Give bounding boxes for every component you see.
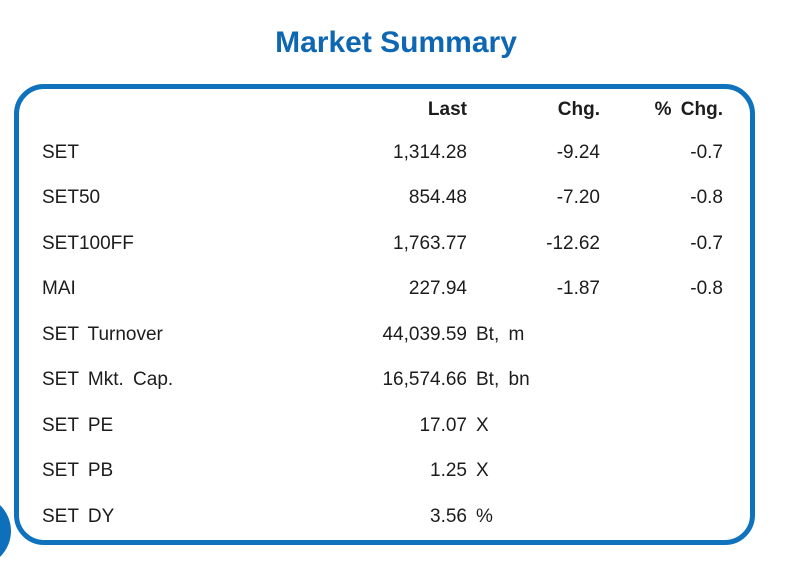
row-last-number: 1,314.28	[393, 141, 467, 163]
row-unit: %	[476, 505, 493, 527]
row-label: SET PB	[42, 460, 114, 482]
row-last-number: 1.25	[430, 460, 467, 482]
row-last-number: 227.94	[408, 278, 467, 300]
column-header-pct-chg: % Chg.	[654, 98, 723, 120]
row-unit: X	[476, 414, 489, 436]
row-label: MAI	[42, 278, 76, 300]
row-last-value: 227.94	[282, 278, 467, 300]
page-title: Market Summary	[275, 26, 517, 59]
market-summary-table: Last Chg. % Chg. SET 1,314.28 -9.24 -0.7…	[19, 89, 750, 540]
row-label: SET Mkt. Cap.	[42, 369, 174, 391]
row-label: SET50	[42, 187, 101, 209]
row-unit: Bt, bn	[476, 369, 530, 391]
row-label: SET	[42, 141, 79, 163]
table-header-row: Last Chg. % Chg.	[19, 89, 750, 130]
row-last-number: 16,574.66	[382, 369, 467, 391]
row-label: SET PE	[42, 414, 114, 436]
row-unit: X	[476, 460, 489, 482]
column-header-last: Last	[427, 98, 467, 120]
table-body: SET 1,314.28 -9.24 -0.7 SET50 854.48 -7.…	[19, 130, 750, 540]
row-last-value: 17.07 X	[282, 414, 488, 437]
row-last-value: 44,039.59 Bt, m	[282, 323, 524, 346]
row-last-value: 1,314.28	[282, 142, 467, 164]
table-row: SET PB 1.25 X	[19, 449, 750, 495]
row-last-value: 3.56%	[282, 505, 493, 528]
table-row: SET100FF 1,763.77 -12.62 -0.7	[19, 221, 750, 267]
row-chg-value: -1.87	[556, 278, 600, 300]
row-last-number: 3.56	[430, 505, 467, 527]
row-last-number: 17.07	[419, 414, 467, 436]
table-row: SET Mkt. Cap. 16,574.66 Bt, bn	[19, 358, 750, 404]
row-pct-chg-value: -0.7	[690, 141, 723, 163]
table-row: SET50 854.48 -7.20 -0.8	[19, 176, 750, 222]
table-row: SET DY 3.56%	[19, 494, 750, 540]
row-chg-value: -7.20	[556, 187, 600, 209]
row-label: SET DY	[42, 505, 115, 527]
row-last-number: 854.48	[408, 187, 467, 209]
row-unit: Bt, m	[476, 323, 525, 345]
table-row: SET PE 17.07 X	[19, 403, 750, 449]
row-last-number: 1,763.77	[393, 232, 467, 254]
row-pct-chg-value: -0.8	[690, 187, 723, 209]
row-chg-value: -9.24	[556, 141, 600, 163]
row-chg-value: -12.62	[546, 232, 600, 254]
row-last-number: 44,039.59	[382, 323, 467, 345]
table-row: MAI 227.94 -1.87 -0.8	[19, 267, 750, 313]
row-last-value: 1.25 X	[282, 460, 489, 482]
row-last-value: 16,574.66 Bt, bn	[282, 369, 529, 391]
row-pct-chg-value: -0.8	[690, 278, 723, 300]
corner-circle-decoration	[0, 495, 11, 567]
table-row: SET Turnover 44,039.59 Bt, m	[19, 312, 750, 358]
market-summary-card: Last Chg. % Chg. SET 1,314.28 -9.24 -0.7…	[14, 84, 755, 545]
column-header-chg: Chg.	[557, 98, 600, 120]
row-last-value: 1,763.77	[282, 233, 467, 255]
row-label: SET Turnover	[42, 323, 163, 345]
row-last-value: 854.48	[282, 187, 467, 209]
row-pct-chg-value: -0.7	[690, 232, 723, 254]
row-label: SET100FF	[42, 232, 134, 254]
table-row: SET 1,314.28 -9.24 -0.7	[19, 130, 750, 176]
